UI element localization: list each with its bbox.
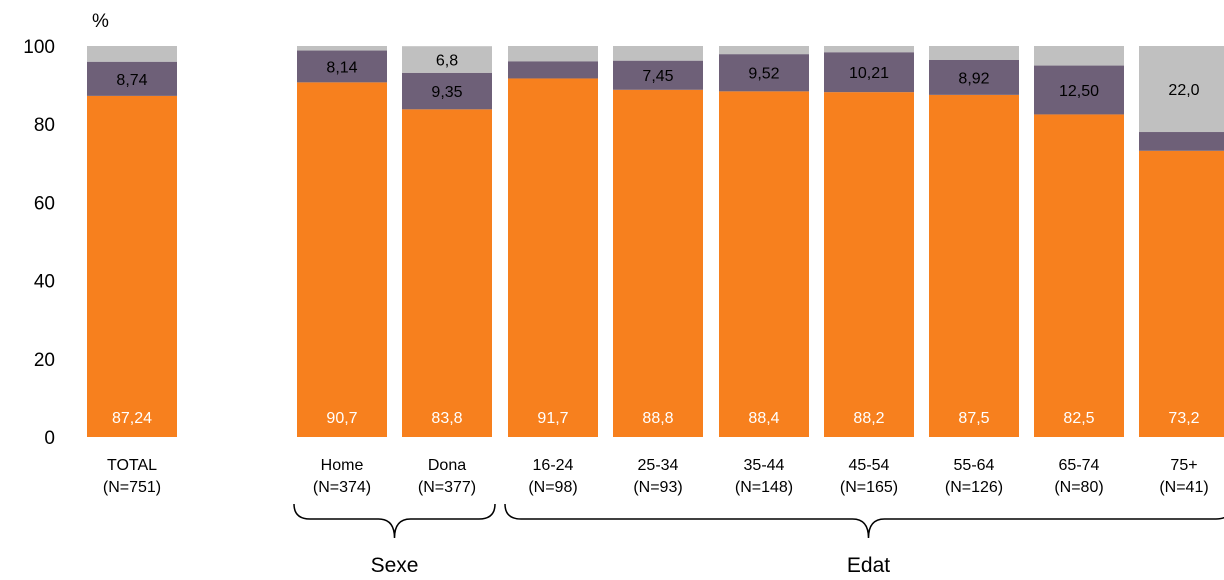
bar-segment-1	[402, 109, 492, 437]
data-label: 9,35	[431, 84, 462, 101]
bar-segment-1	[508, 78, 598, 437]
x-tick-sample-size: (N=374)	[313, 479, 371, 496]
group-label: Edat	[847, 554, 890, 577]
bar-segment-3	[402, 46, 492, 73]
data-label: 87,5	[958, 410, 989, 427]
y-tick-label: 20	[34, 350, 55, 371]
y-tick-label: 80	[34, 115, 55, 136]
bar-segment-3	[1139, 46, 1224, 133]
x-tick-sample-size: (N=98)	[528, 479, 577, 496]
y-tick-label: 40	[34, 272, 55, 293]
bar-segment-3	[508, 46, 598, 62]
bar-segment-1	[929, 94, 1019, 437]
bar-segment-1	[824, 92, 914, 437]
bar-segment-1	[613, 89, 703, 438]
bar-segment-2	[719, 54, 809, 92]
bar-segment-1	[1034, 114, 1124, 438]
x-tick-sample-size: (N=165)	[840, 479, 898, 496]
bar-segment-3	[1034, 46, 1124, 66]
data-label: 7,45	[642, 68, 673, 85]
y-tick-label: 0	[44, 428, 55, 449]
bar-segment-3	[297, 46, 387, 51]
data-label: 73,2	[1168, 410, 1199, 427]
x-tick-label: 75+	[1170, 457, 1197, 474]
x-tick-label: 45-54	[849, 457, 890, 474]
data-label: 88,8	[642, 410, 673, 427]
x-tick-label: TOTAL	[107, 457, 157, 474]
data-label: 82,5	[1063, 410, 1094, 427]
bar-segment-3	[87, 46, 177, 62]
bar-segment-2	[297, 50, 387, 83]
y-tick-label: 100	[23, 37, 55, 58]
x-tick-label: 16-24	[533, 457, 574, 474]
x-axis: TOTAL (N=751) Home (N=374) Dona (N=377) 16-24 (…	[103, 457, 1209, 496]
x-tick-sample-size: (N=377)	[418, 479, 476, 496]
bar-segment-3	[929, 46, 1019, 60]
x-tick-sample-size: (N=93)	[633, 479, 682, 496]
data-label: 22,0	[1168, 82, 1199, 99]
data-label: 87,24	[112, 410, 152, 427]
x-tick-label: 55-64	[954, 457, 995, 474]
data-label: 8,14	[326, 59, 357, 76]
x-tick-label: Home	[321, 457, 364, 474]
bar-segment-1	[1139, 150, 1224, 437]
bar-segment-2	[402, 72, 492, 110]
y-unit-label: %	[92, 11, 109, 32]
bar-segment-3	[613, 46, 703, 61]
x-tick-sample-size: (N=126)	[945, 479, 1003, 496]
x-tick-sample-size: (N=80)	[1054, 479, 1103, 496]
x-tick-sample-size: (N=751)	[103, 479, 161, 496]
group-bracket	[293, 503, 496, 539]
x-tick-sample-size: (N=41)	[1159, 479, 1208, 496]
data-label: 8,74	[116, 72, 147, 89]
data-label: 88,2	[853, 410, 884, 427]
bar-segment-1	[297, 82, 387, 437]
data-label: 91,7	[537, 410, 568, 427]
data-label: 6,8	[436, 52, 458, 69]
data-label: 90,7	[326, 410, 357, 427]
bar-segment-3	[824, 46, 914, 53]
bar-segment-2	[1034, 65, 1124, 115]
bars: 87,24 8,74 90,7 8,14 83,8 9,35 6,8 91,7 88,8 7,45…	[87, 46, 1224, 438]
data-label: 10,21	[849, 65, 889, 82]
data-label: 8,92	[958, 70, 989, 87]
bar-segment-2	[824, 52, 914, 93]
y-axis: 0 20 40 60 80 100%	[23, 11, 109, 449]
bar-segment-2	[508, 61, 598, 79]
x-tick-label: Dona	[428, 457, 466, 474]
group-label: Sexe	[371, 554, 419, 577]
x-tick-label: 35-44	[744, 457, 785, 474]
x-tick-sample-size: (N=148)	[735, 479, 793, 496]
bar-segment-3	[719, 46, 809, 55]
x-tick-label: 65-74	[1059, 457, 1100, 474]
y-tick-label: 60	[34, 193, 55, 214]
bar-segment-1	[719, 91, 809, 437]
data-label: 83,8	[431, 410, 462, 427]
bar-segment-1	[87, 95, 177, 437]
bar-segment-2	[87, 61, 177, 96]
bar-segment-2	[613, 60, 703, 90]
bar-segment-2	[1139, 132, 1224, 151]
x-tick-label: 25-34	[638, 457, 679, 474]
group-bracket	[504, 503, 1224, 539]
data-label: 12,50	[1059, 83, 1099, 100]
data-label: 88,4	[748, 410, 779, 427]
bar-segment-2	[929, 59, 1019, 95]
group-brackets: Sexe Edat	[293, 503, 1224, 577]
data-label: 9,52	[748, 66, 779, 83]
